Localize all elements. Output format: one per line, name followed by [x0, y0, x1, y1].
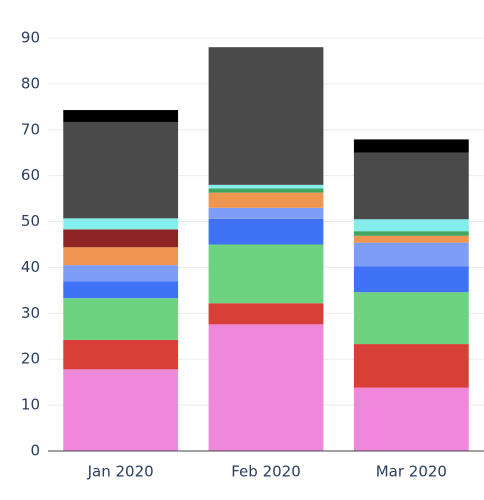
y-tick-label: 70: [21, 120, 40, 138]
bar-segment: [208, 303, 324, 325]
bar-segment: [353, 139, 469, 153]
bar-segment: [353, 231, 469, 236]
y-tick-label: 40: [21, 258, 40, 276]
y-tick-label: 0: [30, 442, 40, 460]
y-tick-label: 80: [21, 74, 40, 92]
bar-segment: [353, 242, 469, 267]
bar-segment: [353, 266, 469, 293]
bar-segment: [353, 344, 469, 388]
bar-segment: [353, 219, 469, 232]
bar-segment: [208, 207, 324, 219]
bars: [63, 47, 469, 451]
y-tick-label: 30: [21, 304, 40, 322]
bar-segment: [208, 324, 324, 451]
bar-segment: [63, 281, 179, 299]
bar-segment: [208, 192, 324, 208]
bar-segment: [353, 152, 469, 220]
bar-segment: [63, 121, 179, 219]
bar-segment: [208, 244, 324, 304]
bar-segment: [353, 387, 469, 451]
bar-segment: [208, 218, 324, 245]
bar-segment: [353, 292, 469, 345]
bar-segment: [63, 229, 179, 248]
bar-segment: [63, 339, 179, 370]
bar-segment: [353, 235, 469, 243]
bar-segment: [63, 298, 179, 340]
x-tick-label: Jan 2020: [87, 463, 154, 481]
bar-segment: [63, 369, 179, 451]
bar-segment: [63, 110, 179, 122]
bar-segment: [63, 265, 179, 282]
bar-segment: [208, 184, 324, 189]
axes: 0 10 20 30 40 50 60 70 80 90 Jan 2020 Feb 2020 Mar 2…: [21, 29, 484, 481]
x-tick-label: Mar 2020: [376, 463, 447, 481]
bar-segment: [63, 247, 179, 266]
bar-segment: [208, 188, 324, 193]
y-tick-label: 90: [21, 29, 40, 47]
bar-segment: [63, 218, 179, 230]
y-tick-label: 50: [21, 212, 40, 230]
bar-segment: [208, 47, 324, 185]
y-tick-label: 20: [21, 350, 40, 368]
x-tick-label: Feb 2020: [231, 463, 301, 481]
y-tick-label: 10: [21, 396, 40, 414]
y-tick-label: 60: [21, 166, 40, 184]
